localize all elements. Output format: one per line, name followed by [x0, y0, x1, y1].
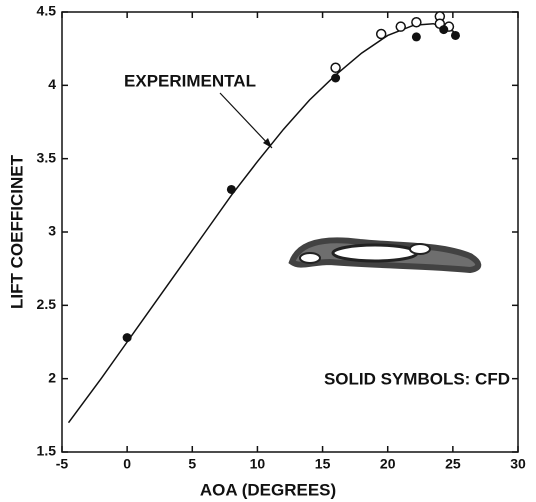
series-label: SOLID SYMBOLS: CFD — [324, 369, 510, 388]
filled-marker — [450, 30, 460, 40]
x-tick-label: -5 — [56, 456, 69, 472]
airfoil-inset — [288, 237, 482, 274]
open-marker — [411, 17, 422, 28]
open-marker — [375, 28, 387, 40]
x-tick-label: 25 — [445, 456, 461, 472]
y-tick-label: 3 — [48, 223, 56, 239]
y-tick-label: 2.5 — [37, 296, 57, 312]
filled-marker — [226, 184, 236, 194]
y-tick-label: 4.5 — [37, 3, 57, 19]
x-tick-label: 30 — [510, 456, 526, 472]
x-tick-label: 20 — [380, 456, 396, 472]
open-marker — [395, 21, 406, 32]
y-axis-label: LIFT COEFFICINET — [7, 154, 26, 309]
filled-marker — [331, 73, 341, 83]
y-tick-label: 1.5 — [37, 443, 57, 459]
filled-marker — [122, 333, 132, 343]
x-tick-label: 0 — [123, 456, 131, 472]
series-label: EXPERIMENTAL — [124, 71, 256, 90]
y-tick-label: 3.5 — [37, 149, 57, 165]
arrow — [219, 92, 273, 149]
x-tick-label: 5 — [188, 456, 196, 472]
x-axis-label: AOA (DEGREES) — [200, 480, 336, 499]
x-tick-label: 15 — [315, 456, 331, 472]
filled-marker — [439, 25, 449, 35]
open-marker — [330, 62, 341, 73]
y-tick-label: 4 — [48, 76, 56, 92]
y-tick-label: 2 — [48, 369, 56, 385]
filled-marker — [411, 32, 421, 42]
x-tick-label: 10 — [250, 456, 266, 472]
